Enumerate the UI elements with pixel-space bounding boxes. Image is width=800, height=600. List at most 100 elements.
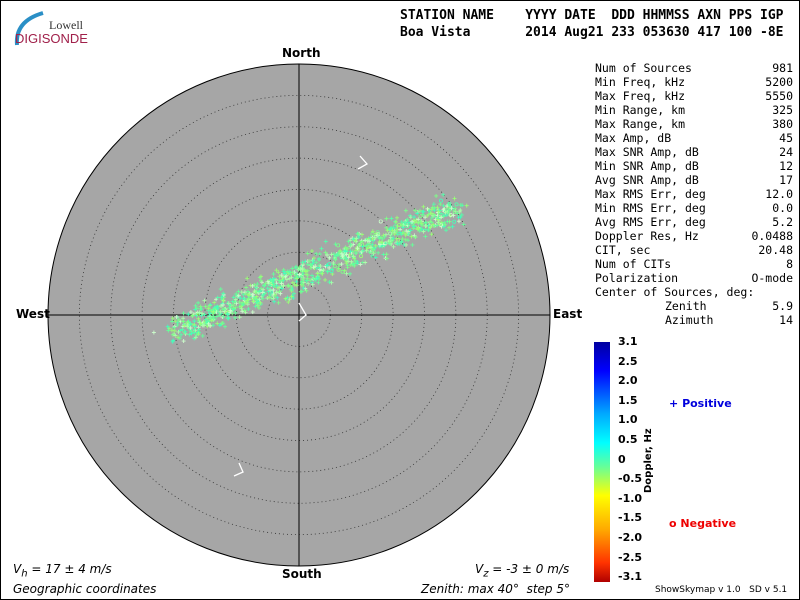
plus-icon: +	[669, 397, 679, 410]
source-point-negative	[333, 256, 338, 261]
source-point-positive	[384, 216, 389, 221]
source-point-positive	[208, 315, 213, 320]
source-point-positive	[183, 329, 188, 334]
source-point-positive	[200, 333, 205, 338]
azimuth-value: 14	[779, 313, 793, 327]
source-point-positive	[428, 211, 433, 216]
marker-sw	[233, 462, 244, 477]
source-point-positive	[399, 222, 404, 227]
source-point-positive	[194, 306, 199, 311]
colorbar-tick: 2.5	[618, 354, 638, 368]
colorbar-tick: 1.0	[618, 413, 638, 427]
source-point-positive	[451, 213, 456, 218]
source-point-positive	[217, 323, 222, 328]
source-point-positive	[173, 333, 178, 338]
source-point-positive	[192, 322, 197, 327]
source-point-positive	[382, 234, 387, 239]
source-point-positive	[423, 215, 428, 220]
source-point-positive	[192, 319, 197, 324]
source-point-positive	[456, 215, 461, 220]
source-point-positive	[294, 279, 299, 284]
source-point-positive	[291, 291, 296, 296]
source-point-positive	[308, 278, 313, 283]
source-point-positive	[423, 234, 428, 239]
source-point-positive	[294, 283, 299, 288]
source-point-positive	[192, 330, 197, 335]
source-point-positive	[246, 296, 251, 301]
source-point-positive	[432, 223, 437, 228]
source-point-positive	[221, 321, 226, 326]
source-point-positive	[348, 271, 353, 276]
source-point-positive	[260, 290, 265, 295]
source-point-positive	[449, 206, 454, 211]
source-point-positive	[222, 324, 227, 329]
source-point-positive	[325, 252, 330, 257]
source-point-positive	[353, 238, 358, 243]
source-point-positive	[271, 288, 276, 293]
source-point-positive	[360, 249, 365, 254]
horizontal-velocity: Vh = 17 ± 4 m/s	[13, 562, 112, 580]
source-point-positive	[355, 231, 360, 236]
source-point-positive	[426, 227, 431, 232]
source-point-positive	[241, 302, 246, 307]
source-point-positive	[231, 303, 236, 308]
source-point-positive	[221, 291, 226, 296]
source-point-positive	[344, 261, 349, 266]
source-point-positive	[417, 208, 422, 213]
source-point-positive	[389, 216, 394, 221]
source-point-positive	[372, 235, 377, 240]
source-point-positive	[253, 296, 258, 301]
source-point-positive	[403, 208, 408, 213]
stat-value: 20.48	[758, 243, 793, 257]
colorbar-tick: -1.5	[618, 511, 643, 525]
source-point-negative	[452, 219, 457, 224]
source-point-positive	[281, 278, 286, 283]
source-point-positive	[403, 221, 408, 226]
source-point-positive	[293, 265, 298, 270]
source-point-positive	[199, 313, 204, 318]
source-point-positive	[281, 269, 286, 274]
stat-value: O-mode	[751, 271, 793, 285]
source-point-positive	[313, 264, 318, 269]
zenith-label: Zenith	[665, 299, 707, 313]
source-point-positive	[320, 271, 325, 276]
source-point-positive	[447, 219, 452, 224]
stat-row: Avg SNR Amp, dB 17	[595, 173, 793, 187]
azimuth-label: Azimuth	[665, 313, 714, 327]
stat-label: Min Range, km	[595, 103, 686, 117]
source-point-positive	[251, 299, 256, 304]
stat-value: 8	[786, 257, 793, 271]
source-point-negative	[332, 264, 337, 269]
source-point-positive	[181, 311, 186, 316]
source-point-positive	[226, 301, 231, 306]
source-point-positive	[221, 298, 226, 303]
source-point-positive	[273, 277, 278, 282]
source-point-positive	[436, 209, 441, 214]
source-point-negative	[340, 269, 345, 274]
source-point-positive	[278, 291, 283, 296]
source-point-positive	[351, 262, 356, 267]
source-point-positive	[274, 290, 279, 295]
source-point-positive	[369, 253, 374, 258]
source-point-positive	[377, 242, 382, 247]
source-point-positive	[356, 243, 361, 248]
source-point-positive	[198, 304, 203, 309]
source-point-positive	[384, 256, 389, 261]
source-point-positive	[411, 224, 416, 229]
source-point-positive	[226, 312, 231, 317]
source-point-positive	[434, 193, 439, 198]
source-point-positive	[401, 225, 406, 230]
source-point-positive	[282, 271, 287, 276]
source-point-positive	[286, 300, 291, 305]
source-point-positive	[202, 298, 207, 303]
source-point-positive	[446, 210, 451, 215]
source-point-positive	[340, 254, 345, 259]
stat-label: Avg RMS Err, deg	[595, 215, 706, 229]
source-point-positive	[412, 208, 417, 213]
source-point-positive	[256, 305, 261, 310]
source-point-positive	[218, 303, 223, 308]
source-point-positive	[310, 282, 315, 287]
source-point-positive	[185, 322, 190, 327]
source-point-positive	[369, 245, 374, 250]
